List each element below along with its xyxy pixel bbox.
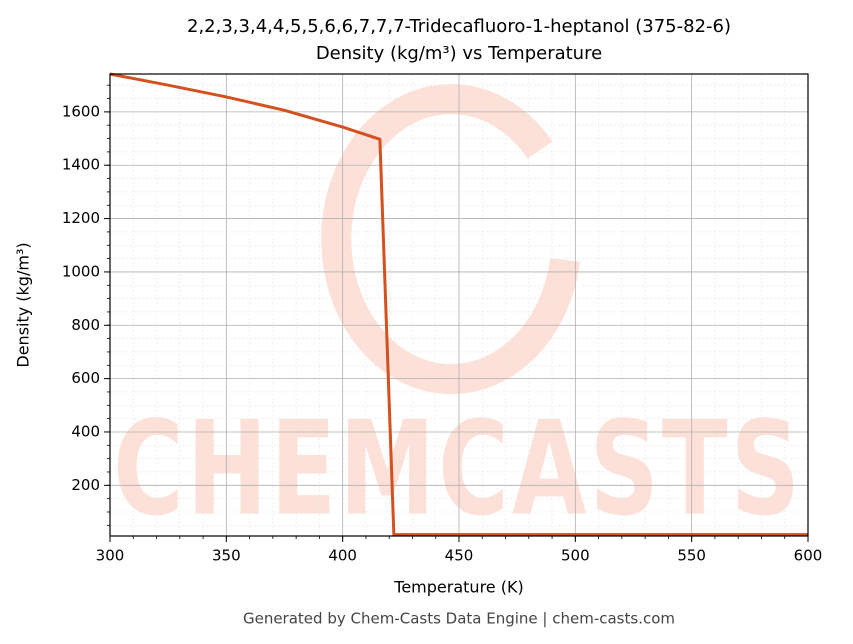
watermark-arc <box>321 84 580 395</box>
data-line <box>109 72 808 537</box>
chart-subtitle: Density (kg/m³) vs Temperature <box>316 43 602 64</box>
x-tick-label: 550 <box>677 547 706 565</box>
x-tick-label: 300 <box>96 547 125 565</box>
footer: Generated by Chem-Casts Data Engine | ch… <box>243 610 675 628</box>
x-tick-label: 500 <box>561 547 590 565</box>
marks <box>109 72 808 537</box>
y-tick-label: 1400 <box>62 156 100 174</box>
watermark-text: CHEMCASTS <box>113 393 803 545</box>
y-tick-label: 600 <box>71 369 100 387</box>
y-tick-label: 1600 <box>62 102 100 120</box>
y-axis-label: Density (kg/m³) <box>14 242 33 367</box>
y-tick-label: 1000 <box>62 262 100 280</box>
x-axis-label: Temperature (K) <box>393 578 523 597</box>
x-tick-label: 600 <box>794 547 823 565</box>
plot-frame <box>109 73 809 537</box>
grid <box>104 74 809 542</box>
y-tick-label: 400 <box>71 422 100 440</box>
chart-title: 2,2,3,3,4,4,5,5,6,6,7,7,7-Tridecafluoro-… <box>187 16 731 37</box>
y-tick-label: 800 <box>71 316 100 334</box>
x-tick-label: 450 <box>445 547 474 565</box>
watermark: CHEMCASTS <box>113 84 803 545</box>
x-tick-label: 350 <box>212 547 241 565</box>
x-tick-label: 400 <box>328 547 357 565</box>
y-tick-label: 200 <box>71 476 100 494</box>
y-tick-label: 1200 <box>62 209 100 227</box>
